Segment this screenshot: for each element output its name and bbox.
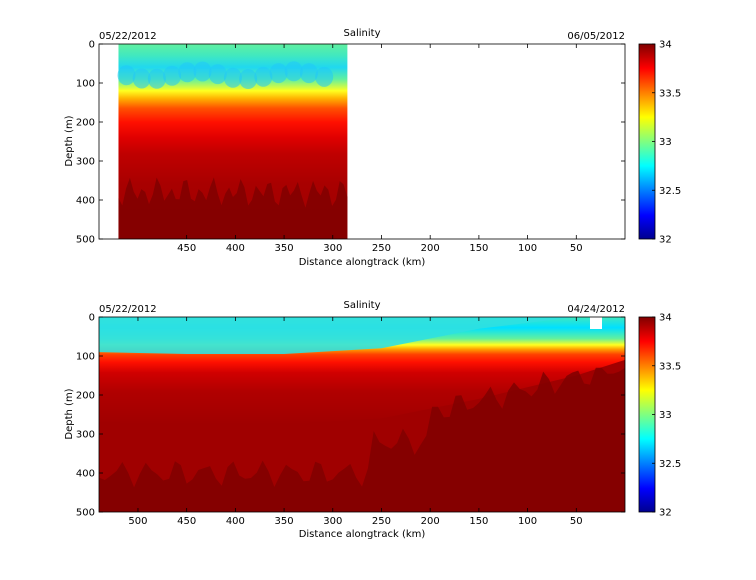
bottom-x-label: Distance alongtrack (km) bbox=[299, 529, 426, 540]
surface-patch bbox=[147, 68, 166, 89]
x-tick-label: 200 bbox=[421, 243, 440, 254]
x-tick-label: 250 bbox=[372, 243, 391, 254]
y-tick-label: 200 bbox=[76, 391, 95, 402]
x-tick-label: 250 bbox=[372, 516, 391, 527]
y-tick-label: 200 bbox=[76, 118, 95, 129]
colorbar-tick-label: 33.5 bbox=[659, 88, 681, 99]
y-tick-label: 300 bbox=[76, 157, 95, 168]
y-tick-label: 300 bbox=[76, 430, 95, 441]
colorbar-tick-label: 32 bbox=[659, 508, 672, 519]
top-end-date: 06/05/2012 bbox=[567, 31, 625, 42]
colorbar-tick-label: 33 bbox=[659, 410, 672, 421]
bottom-deep-water bbox=[99, 367, 625, 512]
top-axes-frame bbox=[98, 43, 626, 240]
x-tick-label: 350 bbox=[275, 516, 294, 527]
bottom-end-date: 04/24/2012 bbox=[567, 304, 625, 315]
surface-patch bbox=[284, 61, 303, 82]
x-tick-label: 150 bbox=[469, 516, 488, 527]
y-tick-label: 500 bbox=[76, 508, 95, 519]
bottom-y-axis: 0 100 200 300 400 500 bbox=[76, 313, 625, 519]
top-x-label: Distance alongtrack (km) bbox=[299, 257, 426, 268]
surface-patch bbox=[193, 61, 212, 82]
x-tick-label: 300 bbox=[323, 243, 342, 254]
colorbar-tick-label: 33 bbox=[659, 137, 672, 148]
surface-patch bbox=[223, 67, 242, 88]
surface-patch bbox=[208, 64, 227, 85]
surface-patch bbox=[315, 66, 334, 87]
surface-patch bbox=[132, 68, 151, 89]
y-tick-label: 100 bbox=[76, 352, 95, 363]
x-tick-label: 100 bbox=[518, 243, 537, 254]
surface-patch bbox=[117, 65, 136, 86]
surface-patch bbox=[269, 63, 288, 84]
x-tick-label: 450 bbox=[177, 243, 196, 254]
surface-patch bbox=[254, 66, 273, 87]
colorbar-tick-label: 32.5 bbox=[659, 459, 681, 470]
x-tick-label: 500 bbox=[128, 516, 147, 527]
bottom-x-axis: 500 450 400 350 300 250 200 150 100 50 bbox=[128, 317, 583, 527]
colorbar-tick-label: 32 bbox=[659, 235, 672, 246]
x-tick-label: 100 bbox=[518, 516, 537, 527]
top-title: Salinity bbox=[344, 28, 381, 39]
x-tick-label: 450 bbox=[177, 516, 196, 527]
x-tick-label: 50 bbox=[570, 243, 583, 254]
top-start-date: 05/22/2012 bbox=[99, 31, 157, 42]
top-y-axis: 0 100 200 300 400 500 bbox=[76, 40, 625, 246]
x-tick-label: 50 bbox=[570, 516, 583, 527]
bottom-surface-water bbox=[99, 317, 625, 355]
x-tick-label: 350 bbox=[275, 243, 294, 254]
colorbar-tick-label: 33.5 bbox=[659, 361, 681, 372]
top-panel: 450 400 350 300 250 200 150 100 50 0 100 200 300 400… bbox=[64, 28, 681, 268]
y-tick-label: 400 bbox=[76, 469, 95, 480]
colorbar-tick-label: 34 bbox=[659, 313, 672, 324]
bottom-colorbar-ticks: 32 32.5 33 33.5 34 bbox=[652, 313, 681, 519]
x-tick-label: 400 bbox=[226, 516, 245, 527]
x-tick-label: 300 bbox=[323, 516, 342, 527]
y-tick-label: 0 bbox=[89, 313, 95, 324]
top-heatmap bbox=[117, 44, 348, 239]
surface-patch bbox=[178, 62, 197, 83]
surface-patch bbox=[299, 63, 318, 84]
y-tick-label: 0 bbox=[89, 40, 95, 51]
bottom-start-date: 05/22/2012 bbox=[99, 304, 157, 315]
bottom-axes-frame bbox=[98, 316, 626, 513]
bottom-panel: 500 450 400 350 300 250 200 150 100 50 0 100 200 300… bbox=[64, 300, 681, 540]
colorbar-tick-label: 32.5 bbox=[659, 186, 681, 197]
bottom-heatmap bbox=[99, 317, 625, 512]
top-surface-patches bbox=[117, 61, 334, 90]
y-tick-label: 500 bbox=[76, 235, 95, 246]
top-deep-water bbox=[118, 177, 348, 239]
top-x-axis: 450 400 350 300 250 200 150 100 50 bbox=[177, 44, 583, 254]
bottom-title: Salinity bbox=[344, 300, 381, 311]
y-tick-label: 400 bbox=[76, 196, 95, 207]
x-tick-label: 200 bbox=[421, 516, 440, 527]
bottom-missing-patch bbox=[590, 317, 602, 329]
x-tick-label: 150 bbox=[469, 243, 488, 254]
x-tick-label: 400 bbox=[226, 243, 245, 254]
surface-patch bbox=[163, 65, 182, 86]
surface-patch bbox=[239, 69, 258, 90]
bottom-y-label: Depth (m) bbox=[64, 388, 75, 439]
top-y-label: Depth (m) bbox=[64, 115, 75, 166]
y-tick-label: 100 bbox=[76, 79, 95, 90]
top-colorbar-ticks: 32 32.5 33 33.5 34 bbox=[652, 40, 681, 246]
colorbar-tick-label: 34 bbox=[659, 40, 672, 51]
